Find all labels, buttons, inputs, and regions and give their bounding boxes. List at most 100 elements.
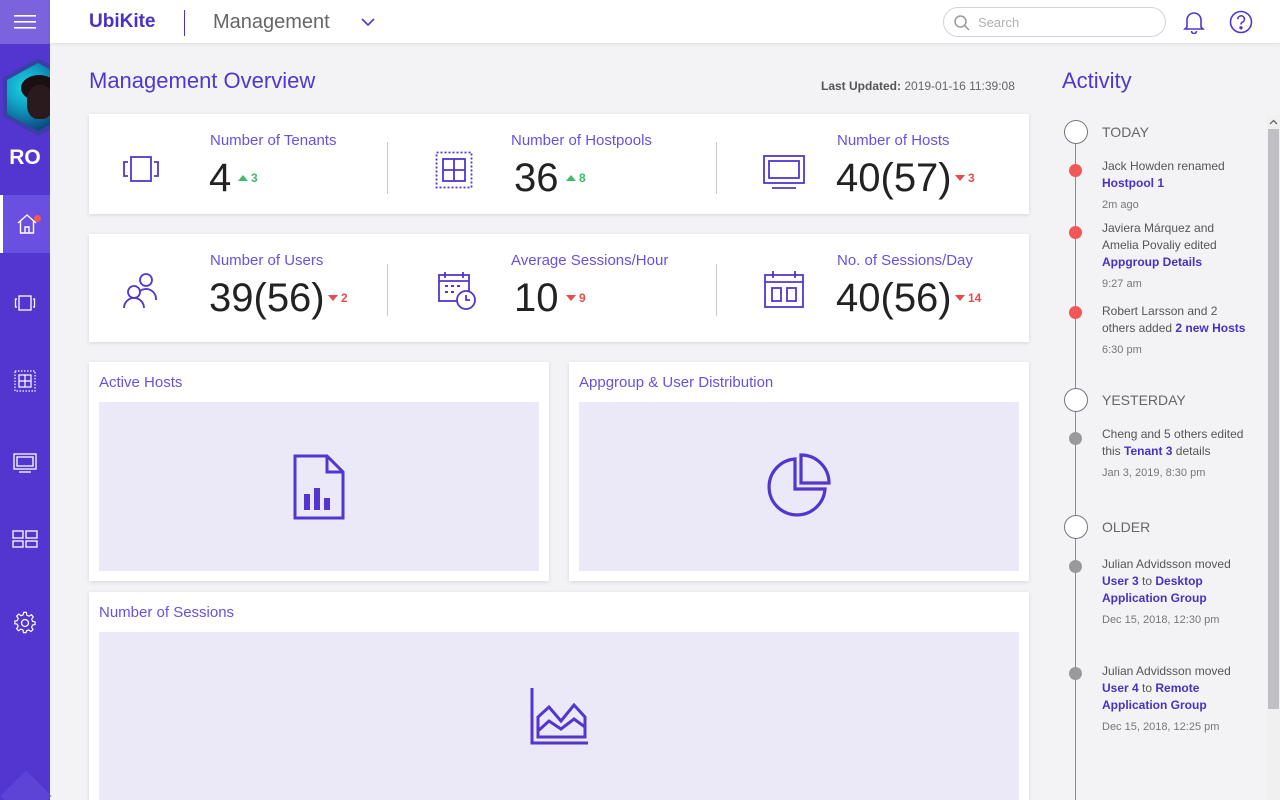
stat-delta-avg-sessions: 9 [566, 291, 586, 305]
dashboard-icon [12, 530, 38, 548]
stat-label-tenants: Number of Tenants [210, 132, 337, 149]
activity-link[interactable]: User 4 [1102, 681, 1139, 695]
home-icon [17, 214, 36, 234]
sessions-panel: Number of Sessions [89, 592, 1029, 800]
stat-label-users: Number of Users [210, 252, 324, 269]
notification-dot [34, 215, 41, 222]
search-icon [954, 15, 970, 31]
timeline-dot [1069, 306, 1082, 319]
activity-event: Julian Advidsson moved User 4 to Remote … [1102, 664, 1231, 733]
stat-value-tenants: 4 [209, 156, 232, 200]
gear-icon [14, 611, 36, 634]
activity-link[interactable]: Hostpool 1 [1102, 176, 1164, 190]
activity-event: Jack Howden renamed Hostpool 1 2m ago [1102, 159, 1225, 211]
stat-value-users: 39(56) [209, 276, 325, 320]
distribution-panel: Appgroup & User Distribution [569, 362, 1029, 581]
chevron-up-icon [1269, 119, 1278, 125]
activity-link[interactable]: Remote Application Group [1102, 681, 1207, 712]
stat-label-sessions-day: No. of Sessions/Day [837, 252, 973, 269]
timeline-dot [1069, 164, 1082, 177]
stats-card-bottom: Number of Users 39(56) 2 Average Session… [89, 234, 1029, 342]
active-hosts-panel: Active Hosts [89, 362, 549, 581]
stat-delta-hosts: 3 [955, 171, 975, 185]
timeline-dot [1069, 560, 1082, 573]
top-header: UbiKite Management [50, 0, 1280, 44]
activity-link[interactable]: Appgroup Details [1102, 255, 1203, 269]
scroll-thumb[interactable] [1268, 129, 1279, 709]
monitor-icon [13, 453, 37, 473]
calendar-icon [764, 271, 804, 308]
sidebar-item-hostpools[interactable] [0, 352, 50, 410]
hamburger-menu-button[interactable] [0, 0, 50, 44]
hostpool-icon [435, 151, 473, 189]
bar-chart-document-icon [293, 454, 345, 519]
activity-link[interactable]: 2 new Hosts [1175, 321, 1246, 335]
scroll-up-arrow[interactable] [1267, 115, 1280, 129]
sidebar-item-tenants[interactable] [0, 274, 50, 332]
bell-icon[interactable] [1183, 10, 1205, 34]
stat-value-hosts: 40(57) [836, 156, 952, 200]
stat-value-sessions-day: 40(56) [836, 276, 952, 320]
timeline-dot [1069, 432, 1082, 445]
tenants-icon [14, 295, 36, 311]
stat-separator [387, 264, 388, 316]
calendar-clock-icon [438, 272, 476, 310]
stat-delta-sessions-day: 14 [955, 291, 981, 305]
hamburger-icon [14, 15, 36, 29]
stat-value-hostpools: 36 [514, 156, 559, 200]
last-updated: Last Updated: 2019-01-16 11:39:08 [821, 79, 1015, 93]
sidebar-item-settings[interactable] [0, 594, 50, 652]
hostpool-icon [14, 370, 36, 392]
stat-delta-users: 2 [328, 291, 348, 305]
timeline-group-older: OLDER [1064, 515, 1264, 539]
sidebar-item-appgroups[interactable] [0, 510, 50, 568]
pie-chart-icon [767, 452, 831, 516]
monitor-icon [763, 155, 805, 189]
timeline-group-yesterday: YESTERDAY [1064, 388, 1264, 412]
avatar[interactable] [0, 56, 50, 140]
stat-label-avg-sessions: Average Sessions/Hour [511, 252, 669, 269]
stat-separator [716, 142, 717, 194]
stat-delta-hostpools: 8 [566, 171, 586, 185]
search-input[interactable] [978, 13, 1158, 31]
page-title: Management Overview [89, 68, 316, 93]
activity-link[interactable]: Tenant 3 [1124, 444, 1173, 458]
search-box[interactable] [943, 7, 1166, 37]
users-icon [123, 273, 157, 309]
sidebar-item-home[interactable] [0, 195, 50, 253]
sessions-chart-placeholder [99, 632, 1019, 800]
timeline-line [1075, 130, 1076, 800]
tenants-icon [123, 156, 159, 182]
panel-title-active-hosts: Active Hosts [99, 374, 183, 391]
distribution-chart-placeholder [579, 402, 1019, 571]
user-initials: RO [9, 146, 41, 169]
section-title[interactable]: Management [213, 11, 330, 33]
header-divider [184, 10, 185, 36]
panel-title-sessions: Number of Sessions [99, 604, 235, 621]
chevron-down-icon[interactable] [359, 13, 377, 31]
timeline-dot [1069, 226, 1082, 239]
stats-card-top: Number of Tenants 4 3 Number of Hostpool… [89, 114, 1029, 214]
active-hosts-chart-placeholder [99, 402, 539, 571]
sidebar-decoration [0, 770, 52, 800]
brand-logo[interactable]: UbiKite [89, 11, 156, 32]
sidebar: RO [0, 0, 52, 800]
panel-title-distribution: Appgroup & User Distribution [579, 374, 774, 391]
activity-link[interactable]: User 3 [1102, 574, 1139, 588]
activity-event: Javiera Márquez and Amelia Povaliy edite… [1102, 221, 1217, 290]
activity-scrollbar[interactable] [1267, 115, 1280, 800]
sidebar-item-hosts[interactable] [0, 434, 50, 492]
stat-label-hostpools: Number of Hostpools [511, 132, 652, 149]
stat-separator [387, 142, 388, 194]
timeline-group-today: TODAY [1064, 120, 1264, 144]
activity-link[interactable]: Desktop Application Group [1102, 574, 1207, 605]
activity-event: Robert Larsson and 2 others added 2 new … [1102, 304, 1246, 356]
area-chart-icon [530, 688, 588, 745]
activity-title: Activity [1062, 68, 1132, 93]
stat-separator [716, 264, 717, 316]
activity-event: Cheng and 5 others edited this Tenant 3 … [1102, 427, 1244, 479]
stat-value-avg-sessions: 10 [514, 276, 559, 320]
activity-event: Julian Advidsson moved User 3 to Desktop… [1102, 557, 1231, 626]
help-icon[interactable] [1229, 10, 1253, 34]
timeline-dot [1069, 667, 1082, 680]
